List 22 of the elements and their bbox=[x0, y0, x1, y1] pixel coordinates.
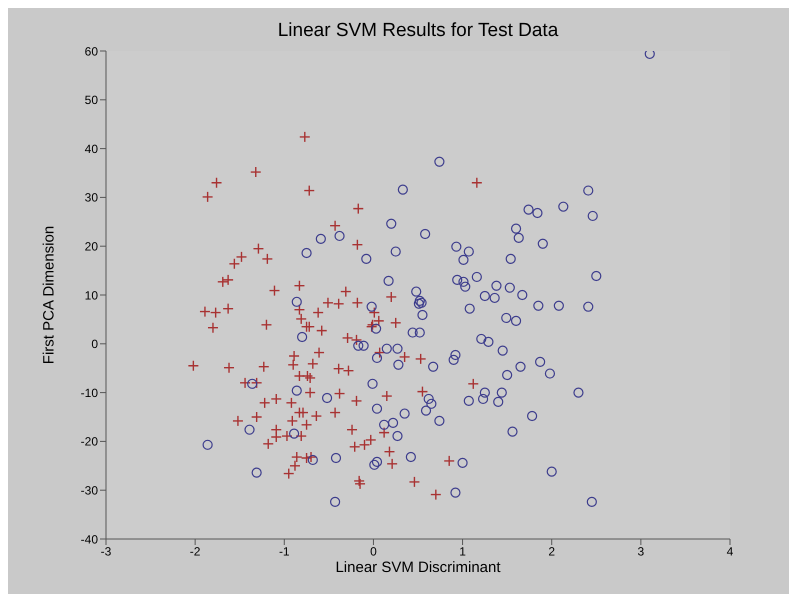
x-axis-title: Linear SVM Discriminant bbox=[335, 559, 502, 576]
y-tick-label: 50 bbox=[84, 93, 98, 108]
y-tick-label: 40 bbox=[84, 142, 98, 156]
x-tick-label: 3 bbox=[638, 544, 645, 559]
x-tick-label: 4 bbox=[726, 544, 734, 559]
x-tick-label: -1 bbox=[278, 544, 290, 559]
y-tick-label: 0 bbox=[91, 337, 98, 352]
y-tick-label: 10 bbox=[84, 288, 98, 302]
y-tick-label: 20 bbox=[84, 239, 98, 254]
x-tick-label: 2 bbox=[548, 544, 556, 559]
y-tick-label: -40 bbox=[80, 532, 98, 546]
y-tick-label: 30 bbox=[84, 190, 98, 205]
y-tick-label: -20 bbox=[80, 434, 98, 449]
x-tick-label: 1 bbox=[459, 544, 466, 559]
y-tick-label: 60 bbox=[84, 44, 98, 58]
y-tick-label: -30 bbox=[80, 483, 98, 498]
chart-title: Linear SVM Results for Test Data bbox=[276, 20, 560, 42]
y-axis-title: First PCA Dimension bbox=[40, 226, 58, 364]
x-tick-label: 0 bbox=[370, 544, 378, 559]
x-tick-label: -3 bbox=[100, 544, 112, 559]
x-tick-label: -2 bbox=[190, 544, 201, 559]
y-tick-label: -10 bbox=[80, 386, 98, 400]
